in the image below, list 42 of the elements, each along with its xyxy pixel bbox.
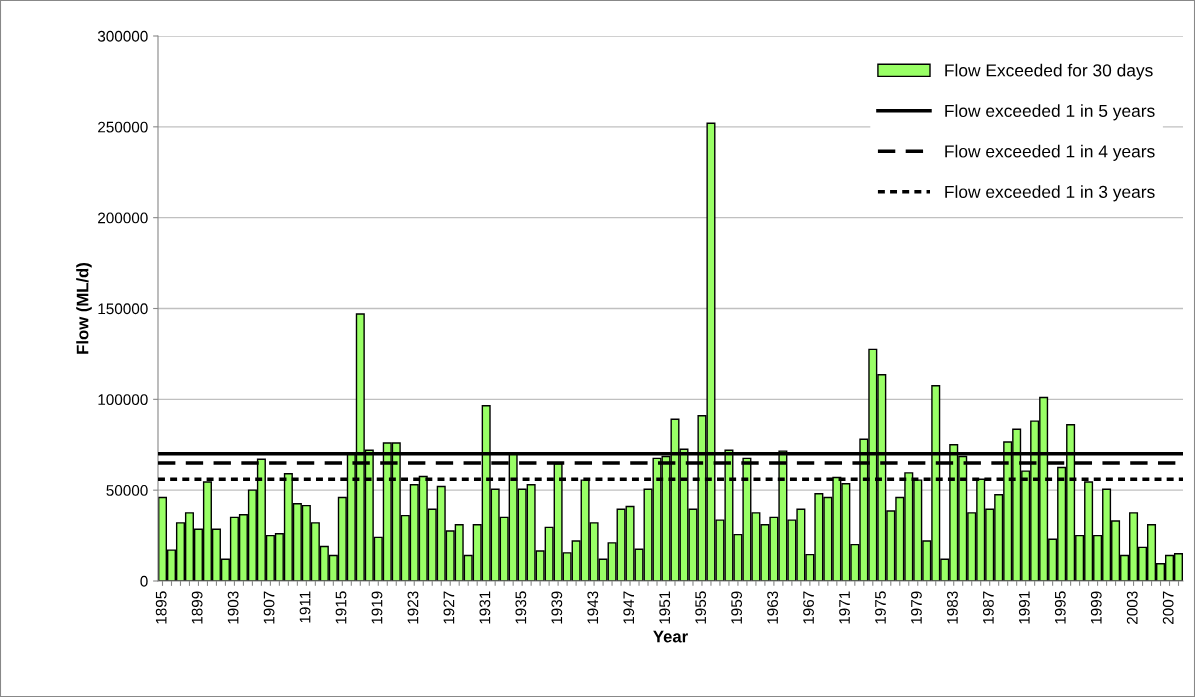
x-tick-label: 1903 xyxy=(227,591,239,624)
x-tick-label: 1987 xyxy=(982,591,994,624)
y-tick-label: 100000 xyxy=(98,394,148,406)
y-tick-label: 250000 xyxy=(98,121,148,133)
y-tick-label: 0 xyxy=(140,575,148,587)
x-tick-label: 1963 xyxy=(767,591,778,624)
x-tick-label: 1915 xyxy=(335,591,347,624)
y-tick-label: 300000 xyxy=(97,30,148,42)
legend-label: Flow exceeded 1 in 4 years xyxy=(945,144,1155,161)
x-tick-label: 1955 xyxy=(695,591,707,624)
y-tick-label: 150000 xyxy=(98,303,148,315)
x-tick-label: 1971 xyxy=(839,591,850,624)
x-tick-label: 2003 xyxy=(1126,591,1138,624)
x-tick-label: 1919 xyxy=(371,591,383,624)
x-tick-label: 1947 xyxy=(623,591,635,624)
x-tick-label: 1991 xyxy=(1018,591,1030,624)
y-tick-label: 50000 xyxy=(106,485,148,496)
x-tick-label: 1911 xyxy=(299,591,311,623)
x-tick-label: 1895 xyxy=(155,591,167,624)
x-tick-label: 1939 xyxy=(551,591,563,624)
x-tick-label: 2007 xyxy=(1162,591,1174,624)
x-tick-label: 1959 xyxy=(731,591,743,624)
x-tick-label: 1975 xyxy=(875,591,886,624)
legend-label: Flow exceeded 1 in 5 years xyxy=(945,104,1155,121)
y-axis-title: Flow (ML/d) xyxy=(76,263,92,354)
x-tick-label: 1983 xyxy=(947,591,958,624)
x-tick-label: 1899 xyxy=(191,591,203,624)
x-tick-label: 1995 xyxy=(1054,591,1066,624)
x-tick-label: 1999 xyxy=(1090,591,1102,624)
y-tick-label: 200000 xyxy=(98,212,148,224)
x-tick-label: 1907 xyxy=(263,591,275,624)
legend-label: Flow exceeded 1 in 3 years xyxy=(945,185,1155,202)
x-tick-label: 1967 xyxy=(803,591,814,624)
x-tick-label: 1951 xyxy=(659,591,671,624)
x-tick-label: 1923 xyxy=(407,591,419,624)
x-tick-label: 1935 xyxy=(515,591,527,624)
x-tick-label: 1943 xyxy=(587,591,599,624)
x-tick-label: 1927 xyxy=(443,591,455,624)
x-axis-title: Year xyxy=(653,630,688,643)
legend-label: Flow Exceeded for 30 days xyxy=(945,63,1153,80)
x-tick-label: 1979 xyxy=(911,591,922,624)
x-tick-label: 1931 xyxy=(479,591,491,624)
